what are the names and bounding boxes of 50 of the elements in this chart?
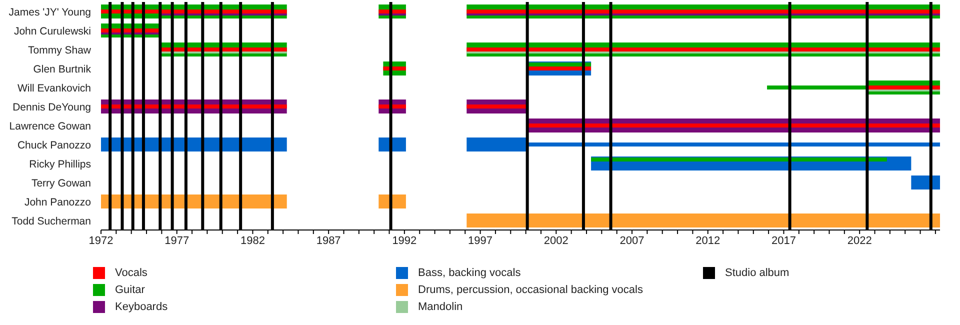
x-tick-label: 2012 bbox=[696, 234, 720, 247]
bar bbox=[378, 138, 406, 152]
bar bbox=[378, 104, 406, 108]
y-tick-label: Will Evankovich bbox=[17, 82, 92, 94]
legend-label: Guitar bbox=[115, 284, 145, 296]
bar bbox=[527, 124, 940, 128]
y-tick-label: Lawrence Gowan bbox=[9, 120, 92, 132]
bar bbox=[527, 62, 592, 66]
bar bbox=[466, 10, 940, 14]
bar bbox=[466, 48, 940, 52]
bar bbox=[466, 214, 940, 228]
bar bbox=[466, 138, 528, 152]
x-tick-label: 2007 bbox=[620, 234, 644, 247]
bar bbox=[867, 90, 940, 92]
legend-label: Studio album bbox=[725, 266, 790, 278]
y-tick-label: Todd Sucherman bbox=[12, 216, 92, 228]
x-tick-label: 1982 bbox=[240, 234, 265, 247]
x-tick-label: 2022 bbox=[847, 234, 872, 247]
bar bbox=[867, 86, 940, 90]
bar bbox=[466, 52, 940, 54]
legend-label: Drums, percussion, occasional backing vocals bbox=[418, 284, 643, 296]
x-tick-label: 1972 bbox=[88, 234, 114, 247]
y-tick-label: Tommy Shaw bbox=[28, 44, 92, 56]
legend-label: Mandolin bbox=[418, 300, 463, 312]
y-tick-label: Glen Burtnik bbox=[33, 64, 92, 76]
bar bbox=[466, 104, 528, 108]
x-tick-label: 1992 bbox=[392, 234, 417, 247]
y-tick-label: James 'JY' Young bbox=[8, 6, 92, 18]
bar bbox=[527, 142, 940, 146]
legend-label: Keyboards bbox=[115, 300, 168, 312]
x-tick-label: 2017 bbox=[771, 234, 796, 247]
bar bbox=[378, 10, 406, 14]
bar bbox=[378, 194, 406, 208]
y-tick-label: Terry Gowan bbox=[31, 178, 92, 190]
bar bbox=[378, 14, 406, 16]
x-tick-label: 1977 bbox=[164, 234, 190, 247]
bar bbox=[466, 14, 940, 16]
y-tick-label: Dennis DeYoung bbox=[12, 102, 92, 114]
y-tick-label: John Curulewski bbox=[14, 26, 91, 38]
x-tick-label: 2002 bbox=[544, 234, 568, 247]
legend-label: Vocals bbox=[115, 266, 148, 278]
y-tick-label: John Panozzo bbox=[24, 196, 92, 208]
y-tick-label: Ricky Phillips bbox=[29, 158, 91, 170]
x-tick-label: 1987 bbox=[316, 234, 341, 247]
legend-label: Bass, backing vocals bbox=[418, 266, 521, 278]
y-tick-label: Chuck Panozzo bbox=[17, 140, 92, 152]
x-tick-label: 1997 bbox=[468, 234, 493, 247]
bar bbox=[591, 158, 887, 162]
bar bbox=[527, 66, 592, 70]
bar bbox=[767, 86, 868, 90]
